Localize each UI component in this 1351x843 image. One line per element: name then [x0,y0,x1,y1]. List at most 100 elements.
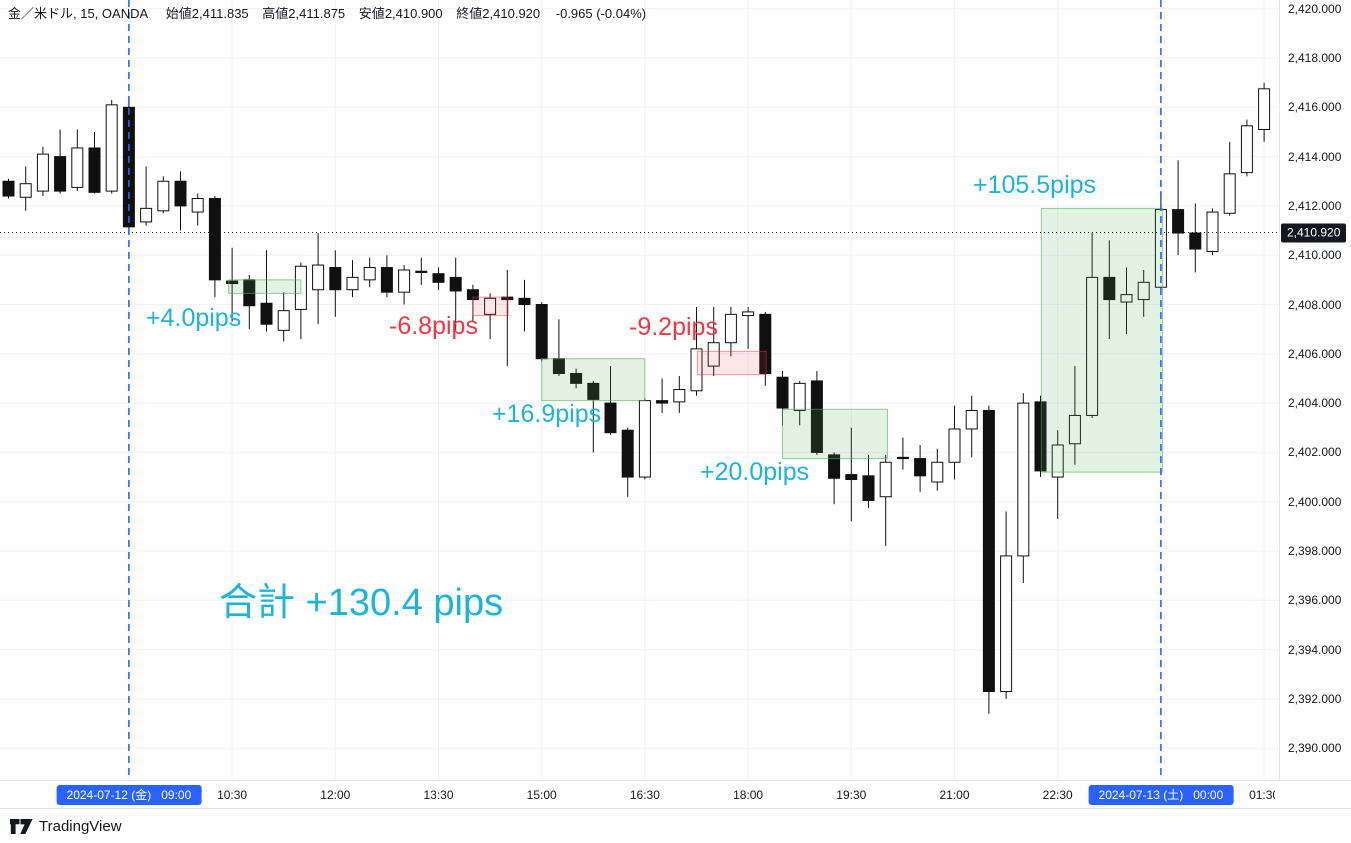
candle-body [19,183,32,198]
candle-body [312,264,325,291]
pips-annotation[interactable]: +16.9pips [492,400,602,428]
candle-body [1034,401,1047,472]
tradingview-logo-text: TradingView [39,817,122,835]
time-tick-label: 16:30 [629,787,660,802]
candle-body [638,400,651,478]
candle-body [931,461,944,483]
price-tick-label: 2,404.000 [1288,396,1342,411]
candle-body [329,267,342,291]
candle-body [587,382,600,400]
pips-annotation[interactable]: +20.0pips [700,458,810,486]
candle-body [157,180,170,212]
candle-body [398,269,411,293]
time-tick-label: 15:00 [526,787,557,802]
candle-body [208,198,221,281]
trade-zone-box[interactable] [1040,207,1164,473]
pips-annotation[interactable]: +4.0pips [146,304,242,332]
candlestick-plot[interactable] [0,0,1279,780]
ohlc-close: 終値2,410.920 [456,6,541,21]
candle-body [1189,232,1202,250]
price-tick-label: 2,414.000 [1288,149,1342,164]
price-axis[interactable]: 2,420.000 2,418.000 2,416.000 2,414.000 2,41… [1279,0,1351,780]
candle-body [948,428,961,463]
price-tick-label: 2,392.000 [1288,691,1342,706]
ohlc-open: 始値2,411.835 [165,6,249,21]
candle-body [621,429,634,478]
candle-body [226,280,239,285]
candle-body [1120,294,1133,303]
symbol-title[interactable]: 金／米ドル, 15, OANDA [8,6,149,21]
candle-body [1103,276,1116,301]
tradingview-logo[interactable]: TradingView [10,818,122,835]
time-tick-label: 21:00 [939,787,970,802]
price-tick-label: 2,410.000 [1288,248,1342,263]
price-tick-label: 2,398.000 [1288,544,1342,558]
price-tick-label: 2,400.000 [1288,494,1342,509]
price-tick-label: 2,408.000 [1288,297,1342,312]
candle-body [965,409,978,430]
pips-annotation[interactable]: -9.2pips [629,313,718,341]
pips-annotation[interactable]: 合計 +130.4 pips [219,582,504,624]
trade-zone-box[interactable] [782,408,888,460]
candle-body [1172,209,1185,234]
candle-body [174,180,187,207]
candle-body [363,267,376,281]
candle-body [776,376,789,409]
trade-zone-box[interactable] [228,279,302,294]
time-axis[interactable]: 10:30 12:00 13:30 15:00 16:30 18:00 19:30 21:00… [0,780,1351,810]
candle-body [432,273,445,283]
candle-body [1258,88,1271,130]
time-axis-labels: 10:30 12:00 13:30 15:00 16:30 18:00 19:30 21:00… [0,781,1275,808]
tradingview-logo-icon [10,818,33,834]
pips-annotation[interactable]: +105.5pips [973,171,1097,199]
price-tick-label: 2,402.000 [1288,445,1342,460]
candle-body [862,475,875,501]
candle-body [759,313,772,375]
candle-body [845,474,858,481]
ohlc-high: 高値2,411.875 [262,6,346,21]
trade-zone-box[interactable] [472,296,509,317]
price-tick-label: 2,394.000 [1288,642,1342,657]
session-date-badge[interactable]: 2024-07-13 (土) 00:00 [1088,784,1234,805]
price-tick-label: 2,420.000 [1288,1,1342,16]
candle-body [535,304,548,360]
candle-body [673,389,686,403]
candle-body [828,454,841,479]
time-tick-label: 18:00 [733,787,764,802]
pips-annotation[interactable]: -6.8pips [389,312,478,340]
candle-body [724,313,737,344]
candle-body [191,198,204,213]
candle-body [88,147,101,193]
candle-body [896,456,909,460]
candle-body [879,461,892,498]
candle-body [71,147,84,188]
candle-body [570,373,583,384]
candle-body [380,267,393,293]
candle-body [1137,281,1150,301]
candle-body [277,310,290,331]
trade-zone-box[interactable] [541,358,646,402]
price-tick-label: 2,390.000 [1288,741,1342,756]
session-date-badge[interactable]: 2024-07-12 (金) 09:00 [56,784,202,805]
candle-body [793,382,806,411]
trade-zone-box[interactable] [696,350,767,376]
time-tick-label: 01:30 [1249,787,1275,802]
candle-body [914,458,927,477]
candle-body [690,348,703,392]
candle-body [1206,211,1219,253]
candle-body [484,297,497,315]
candle-body [1017,402,1030,557]
chart-legend: 金／米ドル, 15, OANDA 始値2,411.835 高値2,411.875… [8,6,646,22]
candle-body [122,106,135,228]
candle-body [742,311,755,317]
price-tick-label: 2,396.000 [1288,593,1342,608]
candle-body [707,342,720,367]
candle-body [982,409,995,693]
candle-body [54,156,67,192]
price-tick-label: 2,406.000 [1288,346,1342,361]
candle-body [1068,414,1081,445]
time-tick-label: 10:30 [217,787,248,802]
time-tick-label: 12:00 [320,787,351,802]
candle-body [1086,276,1099,416]
